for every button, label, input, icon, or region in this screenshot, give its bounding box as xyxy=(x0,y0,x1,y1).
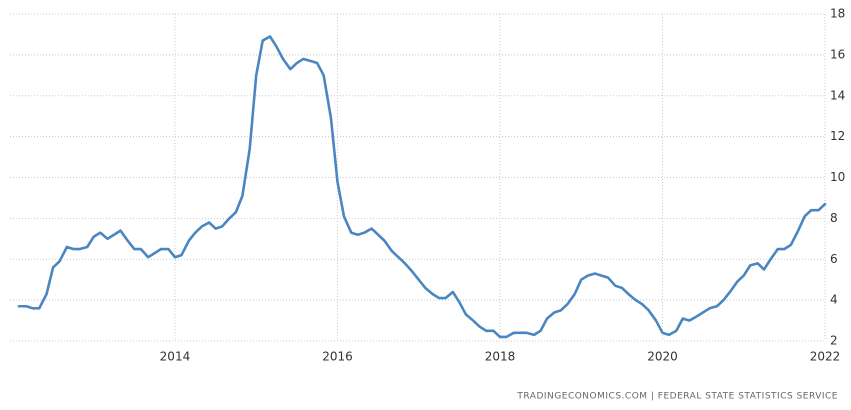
x-tick-label: 2020 xyxy=(647,350,678,364)
y-tick-label: 2 xyxy=(830,334,838,348)
y-tick-label: 4 xyxy=(830,293,838,307)
y-tick-label: 16 xyxy=(830,47,845,61)
x-tick-label: 2014 xyxy=(160,350,191,364)
y-tick-label: 18 xyxy=(830,7,845,21)
y-tick-label: 12 xyxy=(830,129,845,143)
x-tick-label: 2018 xyxy=(485,350,516,364)
x-tick-label: 2016 xyxy=(322,350,353,364)
x-tick-label: 2022 xyxy=(810,350,841,364)
y-tick-label: 6 xyxy=(830,252,838,266)
source: TRADINGECONOMICS.COM | FEDERAL STATE STA… xyxy=(516,392,838,402)
y-tick-label: 10 xyxy=(830,170,845,184)
data-line xyxy=(17,35,827,339)
y-tick-label: 8 xyxy=(830,211,838,225)
y-tick-label: 14 xyxy=(830,88,845,102)
